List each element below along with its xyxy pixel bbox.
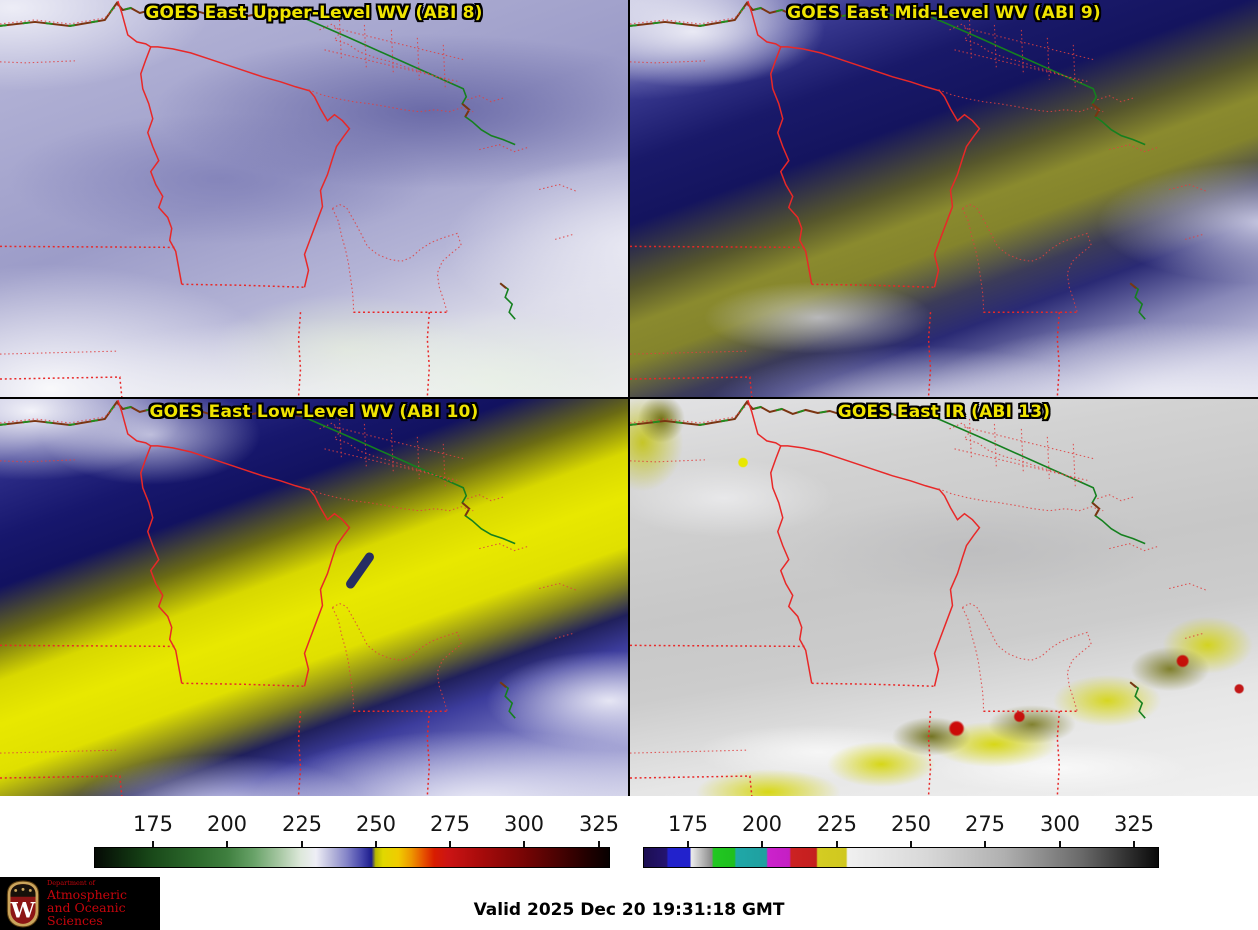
colorbar-tick-label: 300 [503,812,545,836]
colorbar-tick-mark [761,841,763,847]
colorbar-tick-mark [375,841,377,847]
map-overlay [630,0,1209,397]
colorbar-tick-mark [523,841,525,847]
map-overlay [0,0,579,397]
colorbar-tick-mark [598,841,600,847]
panel-title: GOES East Upper-Level WV (ABI 8) [145,3,483,23]
panel-title: GOES East IR (ABI 13) [837,402,1051,422]
logo-text: Department of Atmospheric and Oceanic Sc… [47,878,160,928]
valid-timestamp: Valid 2025 Dec 20 19:31:18 GMT [473,900,785,920]
uw-crest-icon: W [6,880,40,927]
panel-ir: GOES East IR (ABI 13) [630,399,1258,796]
colorbar-tick-mark [687,841,689,847]
colorbar-tick-mark [984,841,986,847]
colorbar-tick-mark [226,841,228,847]
crest-letter: W [10,897,36,923]
panel-mid-level-wv: GOES East Mid-Level WV (ABI 9) [630,0,1258,397]
colorbar-tick-mark [449,841,451,847]
colorbar-tick-mark [301,841,303,847]
colorbar-wv: 175 200 225 250 275 300 325 [94,812,619,886]
colorbar-tick-label: 225 [281,812,323,836]
colorbar-tick-mark [152,841,154,847]
colorbar-tick-label: 175 [667,812,709,836]
colorbar-tick-label: 325 [1113,812,1155,836]
colorbar-tick-label: 175 [132,812,174,836]
map-overlay [630,399,1209,796]
colorbar-ir-gradient [643,847,1159,868]
logo-atmospheric-line: Atmospheric [47,886,128,902]
colorbar-tick-mark [910,841,912,847]
colorbar-tick-label: 275 [964,812,1006,836]
colorbar-wv-gradient [94,847,610,868]
colorbar-tick-mark [1133,841,1135,847]
quad-grid: GOES East Upper-Level WV (ABI 8) GOES Ea… [0,0,1258,796]
panel-title: GOES East Mid-Level WV (ABI 9) [787,3,1101,23]
panel-title: GOES East Low-Level WV (ABI 10) [149,402,479,422]
uw-aos-logo: W Department of Atmospheric and Oceanic … [0,877,160,930]
logo-oceanic-line: and Oceanic Sciences [47,899,126,928]
logo-dept-line: Department of [47,878,96,887]
colorbar-tick-label: 200 [741,812,783,836]
colorbar-tick-label: 250 [890,812,932,836]
colorbar-tick-label: 275 [429,812,471,836]
map-overlay [0,399,579,796]
colorbar-tick-label: 250 [355,812,397,836]
colorbar-tick-label: 300 [1039,812,1081,836]
colorbar-tick-mark [1059,841,1061,847]
colorbar-tick-label: 325 [578,812,620,836]
colorbar-ir: 175 200 225 250 275 300 325 [643,812,1159,886]
footer: 175 200 225 250 275 300 325 175 200 225 … [0,796,1258,930]
panel-upper-level-wv: GOES East Upper-Level WV (ABI 8) [0,0,628,397]
colorbar-tick-label: 225 [816,812,858,836]
colorbar-tick-mark [836,841,838,847]
colorbar-tick-label: 200 [206,812,248,836]
panel-low-level-wv: GOES East Low-Level WV (ABI 10) [0,399,628,796]
